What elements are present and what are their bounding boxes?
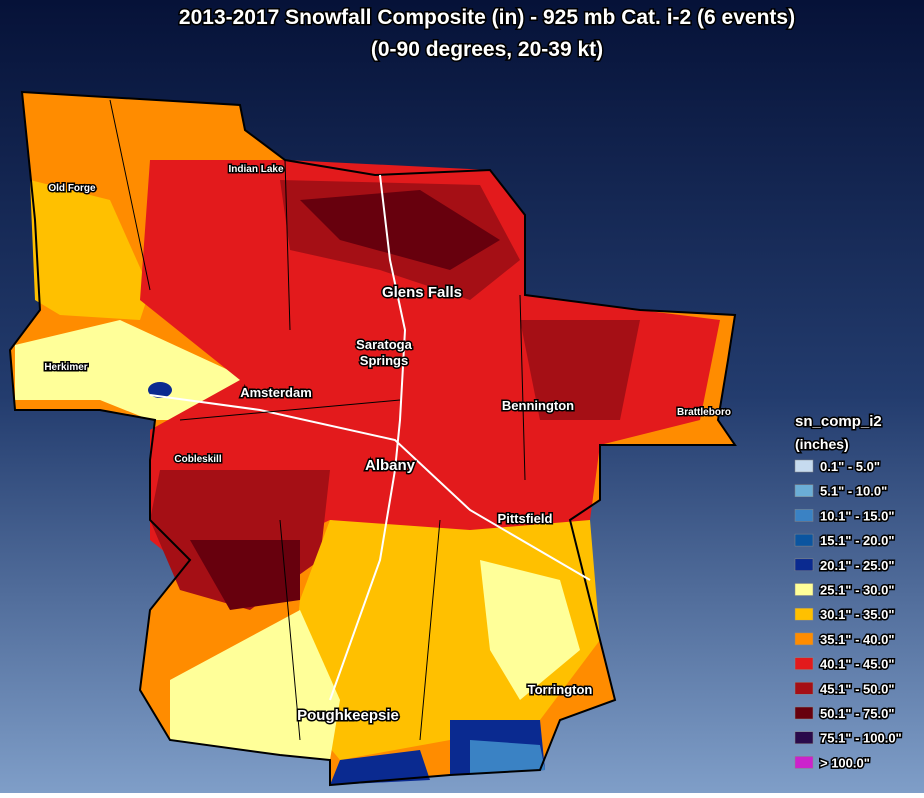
legend-swatch <box>794 731 814 744</box>
place-label: Brattleboro <box>677 407 731 418</box>
place-label: Pittsfield <box>498 511 553 526</box>
legend-swatch <box>794 583 814 596</box>
legend-label: 0.1" - 5.0" <box>820 459 880 474</box>
place-label: Indian Lake <box>228 164 283 175</box>
legend-label: 20.1" - 25.0" <box>820 558 894 573</box>
legend-swatch <box>794 509 814 522</box>
legend-swatch <box>794 533 814 547</box>
subtitle: (0-90 degrees, 20-39 kt) <box>371 38 603 61</box>
boundaries <box>8 90 737 787</box>
map-shading <box>10 92 735 785</box>
place-label: Springs <box>360 353 408 368</box>
place-label: Herkimer <box>44 362 87 373</box>
legend-label: 45.1" - 50.0" <box>820 681 894 696</box>
place-label: Poughkeepsie <box>297 707 399 724</box>
place-label: Old Forge <box>48 183 96 194</box>
legend-label: 40.1" - 45.0" <box>820 657 894 672</box>
legend-label: 35.1" - 40.0" <box>820 632 894 647</box>
legend-swatch <box>794 706 814 720</box>
legend-subtitle: (inches) <box>795 436 849 452</box>
title: 2013-2017 Snowfall Composite (in) - 925 … <box>179 6 795 29</box>
legend-label: > 100.0" <box>820 755 870 770</box>
legend-swatch <box>794 682 814 695</box>
legend: sn_comp_i2 (inches) 0.1" - 5.0" 5.1" - 10… <box>794 412 904 772</box>
legend-label: 15.1" - 20.0" <box>820 533 894 548</box>
place-label: Torrington <box>528 682 593 697</box>
legend-label: 50.1" - 75.0" <box>820 706 894 721</box>
place-label: Glens Falls <box>382 284 462 301</box>
place-label: Amsterdam <box>240 385 312 400</box>
place-label: Bennington <box>502 398 574 413</box>
legend-swatch <box>794 484 814 497</box>
legend-label: 30.1" - 35.0" <box>820 607 894 622</box>
legend-label: 10.1" - 15.0" <box>820 508 894 523</box>
legend-swatch <box>794 657 814 670</box>
place-label: Saratoga <box>356 337 412 352</box>
legend-swatch <box>794 459 814 473</box>
legend-label: 5.1" - 10.0" <box>820 484 887 499</box>
place-label: Albany <box>365 457 416 474</box>
legend-swatch <box>794 558 814 572</box>
legend-label: 75.1" - 100.0" <box>820 731 902 746</box>
legend-title: sn_comp_i2 <box>795 413 882 430</box>
legend-swatch <box>794 632 814 646</box>
legend-swatch <box>794 607 814 621</box>
place-labels: Old Forge Indian Lake Herkimer Amsterdam Cob… <box>43 163 733 726</box>
legend-label: 25.1" - 30.0" <box>820 583 894 598</box>
place-label: Cobleskill <box>174 454 221 465</box>
legend-swatch <box>794 756 814 769</box>
